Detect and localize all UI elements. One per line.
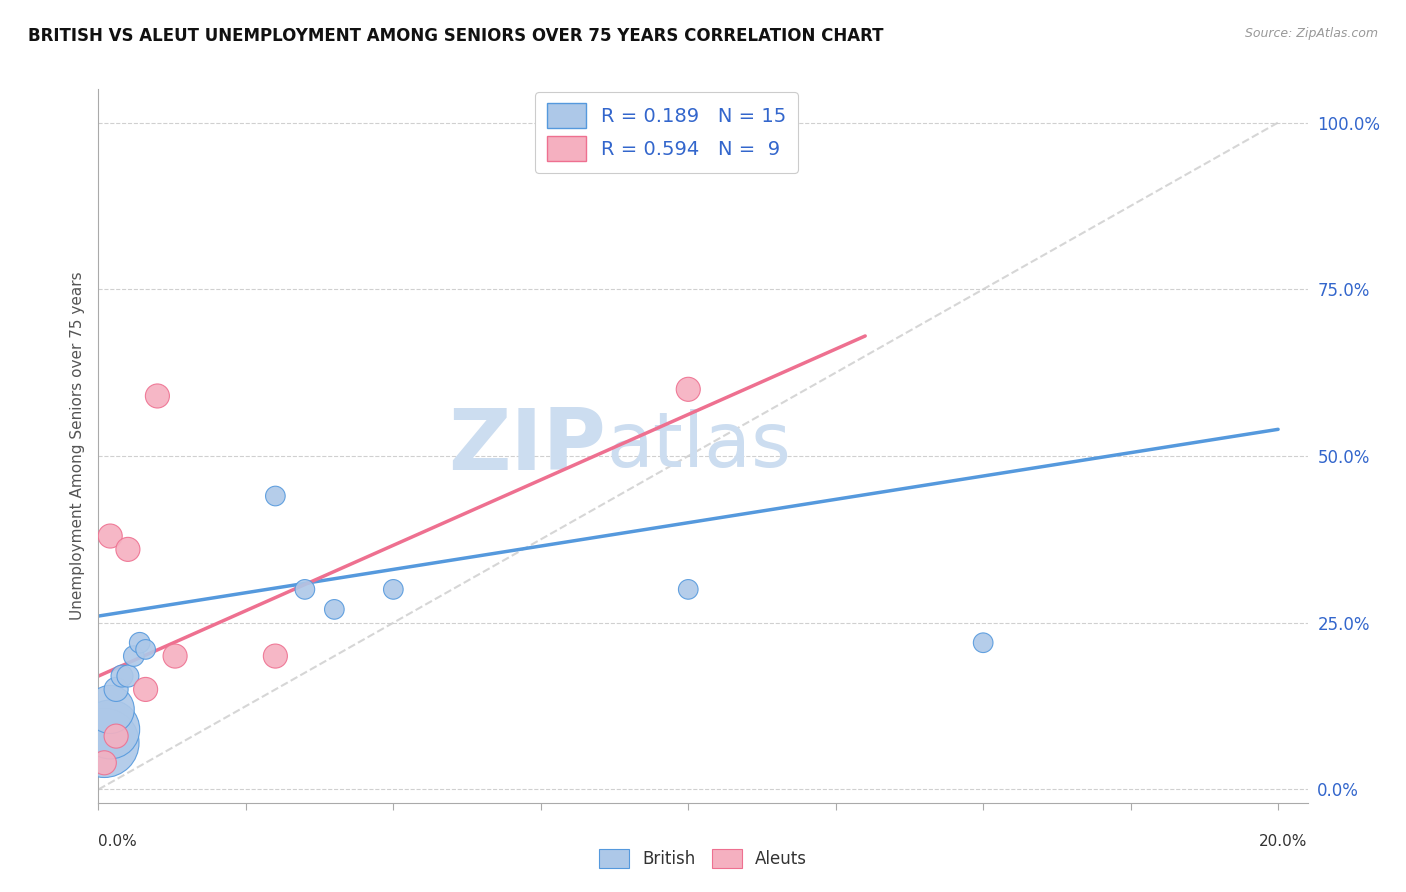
Text: 0.0%: 0.0% xyxy=(98,834,138,849)
Text: BRITISH VS ALEUT UNEMPLOYMENT AMONG SENIORS OVER 75 YEARS CORRELATION CHART: BRITISH VS ALEUT UNEMPLOYMENT AMONG SENI… xyxy=(28,27,883,45)
Point xyxy=(98,723,121,737)
Point xyxy=(105,729,128,743)
Legend: British, Aleuts: British, Aleuts xyxy=(592,842,814,875)
Text: 20.0%: 20.0% xyxy=(1260,834,1308,849)
Point xyxy=(972,636,994,650)
Point xyxy=(165,649,187,664)
Point xyxy=(128,636,150,650)
Y-axis label: Unemployment Among Seniors over 75 years: Unemployment Among Seniors over 75 years xyxy=(69,272,84,620)
Point xyxy=(111,669,134,683)
Point xyxy=(135,642,157,657)
Point xyxy=(98,702,121,716)
Point xyxy=(264,649,287,664)
Point xyxy=(135,682,157,697)
Text: Source: ZipAtlas.com: Source: ZipAtlas.com xyxy=(1244,27,1378,40)
Point xyxy=(264,489,287,503)
Point xyxy=(93,736,115,750)
Point xyxy=(98,529,121,543)
Point xyxy=(678,582,700,597)
Point xyxy=(93,756,115,770)
Point xyxy=(117,669,139,683)
Point xyxy=(294,582,316,597)
Point xyxy=(117,542,139,557)
Legend: R = 0.189   N = 15, R = 0.594   N =  9: R = 0.189 N = 15, R = 0.594 N = 9 xyxy=(536,92,799,173)
Point xyxy=(105,682,128,697)
Text: atlas: atlas xyxy=(606,409,792,483)
Point xyxy=(678,382,700,396)
Point xyxy=(382,582,405,597)
Point xyxy=(323,602,346,616)
Point xyxy=(146,389,169,403)
Point xyxy=(122,649,145,664)
Text: ZIP: ZIP xyxy=(449,404,606,488)
